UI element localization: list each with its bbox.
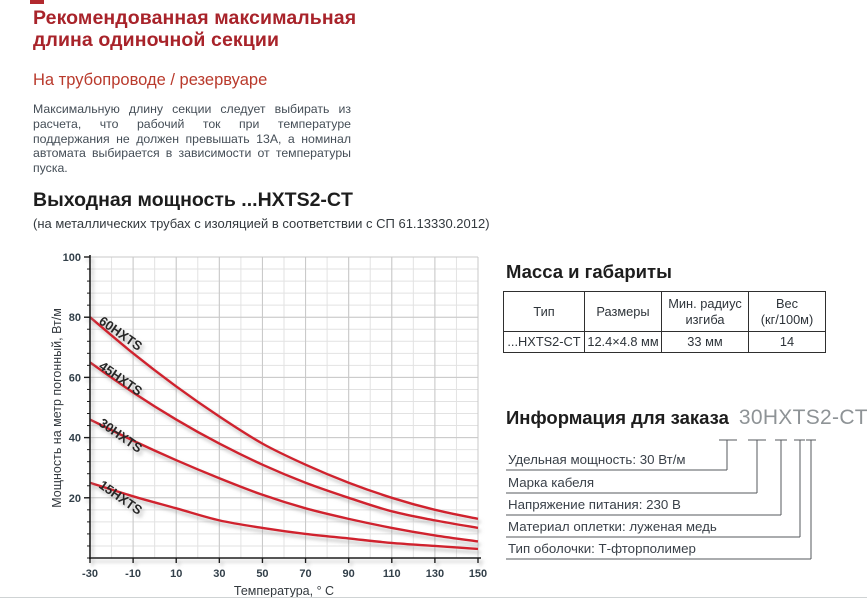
order-connector-HXTS [506,439,766,494]
power-curve-60HXTS [89,316,479,521]
col-header-radius: Мин. радиус изгиба [661,291,749,332]
output-power-subheading: (на металлических трубах с изоляцией в с… [33,216,490,231]
order-connector-C [506,439,805,538]
page-title-line1: Рекомендованная максимальная [33,7,357,29]
chart-tick-labels: 20 40 60 80 100 -30 -10 10 30 50 70 90 110 130 150 [63,252,488,580]
order-info-diagram: Информация для заказа 30HXTS2-CT Удельная… [500,400,867,576]
power-curve-45HXTS [89,361,479,530]
cell-size: 12.4×4.8 мм [584,331,662,353]
page-subtitle: На трубопроводе / резервуаре [33,71,268,89]
y-tick-label: 60 [69,372,81,384]
x-tick-label: -10 [125,568,141,580]
y-tick-label: 100 [63,252,81,264]
order-item-braid: Материал оплетки: луженая медь [508,519,717,534]
cell-type: ...HXTS2-CT [503,331,585,353]
curve-label-60HXTS: 60HXTS [96,313,145,354]
power-temperature-chart: 60HXTS 45HXTS 30HXTS 15HXTS 20 40 60 80 100 -30 -1… [40,245,500,605]
order-info-heading-row: Информация для заказа 30HXTS2-CT [506,406,867,430]
x-tick-label: 150 [469,568,487,580]
mass-dimensions-table: Тип Размеры Мин. радиус изгиба Вес (кг/1… [503,291,826,353]
order-item-voltage: Напряжение питания: 230 В [508,497,681,512]
y-tick-label: 20 [69,493,81,505]
x-tick-label: 50 [256,568,268,580]
x-tick-label: 10 [170,568,182,580]
power-curve-30HXTS [89,418,479,543]
curve-label-45HXTS: 45HXTS [96,358,145,399]
x-tick-label: 70 [299,568,311,580]
order-info-heading: Информация для заказа [506,407,729,428]
page-title: Рекомендованная максимальная длина одино… [33,7,357,51]
x-tick-label: 30 [213,568,225,580]
order-connector-2 [506,439,787,516]
chart-grid [89,256,479,559]
x-tick-label: 110 [383,568,401,580]
x-tick-label: 130 [426,568,444,580]
y-tick-label: 80 [69,312,81,324]
x-axis-title: Температура, ° C [234,584,334,598]
order-connector-lines [506,439,816,560]
order-connector-30 [506,439,737,471]
x-tick-label: 90 [343,568,355,580]
cell-weight: 14 [748,331,826,353]
order-item-power: Удельная мощность: 30 Вт/м [508,452,686,467]
x-tick-label: -30 [82,568,98,580]
intro-paragraph: Максимальную длину секции следует выбира… [33,102,351,176]
col-header-type: Тип [503,291,585,332]
page-title-line2: длина одиночной секции [33,28,280,51]
y-axis-title: Мощность на метр погонный, Вт/м [50,308,64,508]
table-row: ...HXTS2-CT 12.4×4.8 мм 33 мм 14 [503,331,826,353]
table-header-row: Тип Размеры Мин. радиус изгиба Вес (кг/1… [503,291,826,332]
col-header-weight: Вес (кг/100м) [748,291,826,332]
mass-dimensions-heading: Масса и габариты [506,261,672,282]
col-header-size: Размеры [584,291,662,332]
page-bottom-rule [0,597,867,598]
order-item-jacket: Тип оболочки: Т-фторполимер [508,541,696,556]
chart-axes [84,255,481,563]
order-code: 30HXTS2-CT [738,406,867,429]
cell-radius: 33 мм [661,331,749,353]
page-corner-red-mark [30,0,44,4]
y-tick-label: 40 [69,433,81,445]
order-connector-T [506,439,816,560]
output-power-heading: Выходная мощность ...HXTS2-CT [33,189,353,211]
power-curve-15HXTS [89,481,479,551]
order-item-brand: Марка кабеля [508,475,595,490]
